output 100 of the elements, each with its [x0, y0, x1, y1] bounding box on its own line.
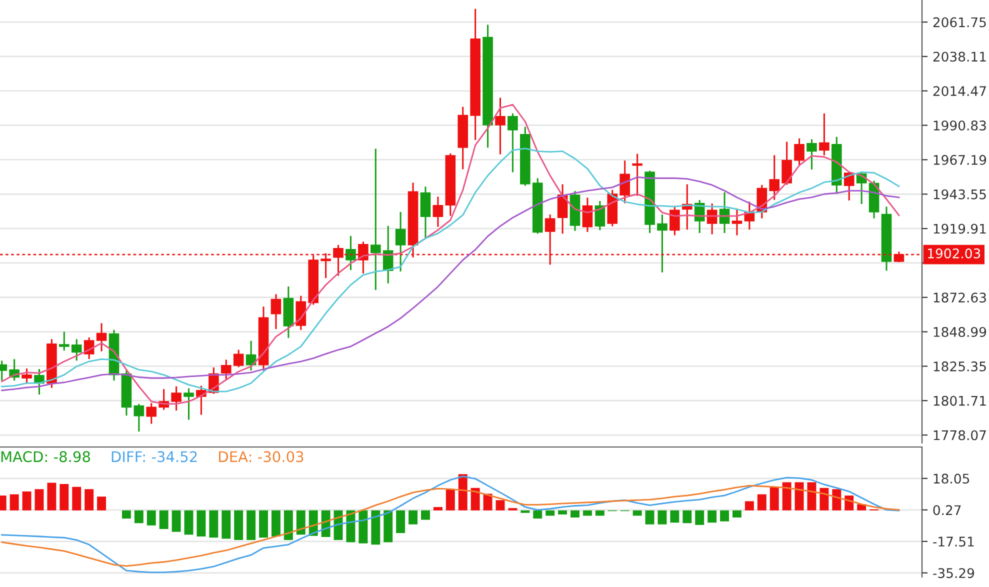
bar	[470, 488, 480, 510]
bar	[446, 489, 455, 510]
line-series	[1, 484, 900, 567]
bar	[744, 501, 754, 510]
bar	[172, 510, 181, 532]
candlestick	[59, 332, 70, 351]
candlestick	[146, 403, 157, 424]
bar	[595, 510, 604, 516]
bar	[84, 489, 94, 510]
bar	[408, 510, 418, 524]
bar	[222, 510, 231, 539]
candlestick	[22, 368, 32, 384]
y-tick-label: 1848.99	[934, 327, 986, 337]
y-tick-label: 2014.47	[933, 86, 986, 96]
bar	[770, 486, 779, 510]
candlestick	[769, 155, 780, 200]
y-tick-label: 2038.11	[933, 52, 986, 62]
bar	[259, 510, 268, 538]
candlestick	[96, 323, 107, 352]
bar	[209, 510, 218, 538]
bar	[433, 507, 442, 510]
candlestick	[296, 296, 306, 330]
y-tick-label: 1872.63	[934, 292, 986, 303]
y-tick-label: 1943.55	[934, 189, 986, 200]
candlestick	[732, 208, 742, 236]
bar	[658, 510, 667, 524]
candlestick	[508, 113, 518, 172]
candlestick	[632, 154, 642, 196]
candlestick	[370, 148, 381, 290]
bar	[695, 510, 704, 525]
bar	[794, 482, 804, 510]
candlestick	[657, 214, 668, 272]
candlestick	[270, 294, 282, 330]
bar	[645, 510, 654, 524]
bar	[520, 510, 530, 513]
y-tick-label: 18.05	[934, 474, 970, 484]
bar	[720, 510, 730, 522]
y-tick-label: 1990.83	[934, 120, 986, 130]
line-series	[1, 476, 900, 574]
y-tick-label: 1801.71	[934, 396, 986, 406]
bar	[582, 510, 592, 516]
candlestick	[782, 142, 792, 185]
candlestick	[495, 98, 506, 154]
candlestick	[134, 404, 144, 432]
bar	[122, 510, 131, 519]
candlestick	[220, 360, 232, 380]
bar	[757, 494, 766, 510]
candlestick	[806, 139, 817, 170]
candlestick	[794, 138, 804, 166]
y-tick-label: 1778.07	[934, 430, 986, 440]
bar	[832, 489, 842, 510]
candlestick	[184, 388, 194, 420]
bar	[196, 510, 206, 536]
text: DEA: -30.03	[219, 451, 304, 462]
bar	[670, 510, 680, 523]
bar	[97, 496, 106, 510]
candlestick	[620, 160, 630, 204]
bar	[47, 482, 56, 510]
bar	[34, 489, 44, 510]
y-tick-label: 1919.91	[934, 224, 986, 234]
ref-line-label: 1902.03	[928, 248, 980, 258]
bar	[807, 482, 816, 510]
series-label: MACD: -8.98	[1, 451, 90, 462]
bar	[782, 482, 792, 510]
bar	[458, 474, 468, 510]
bar	[421, 510, 430, 520]
candlestick	[670, 206, 680, 236]
y-tick-label: 1825.35	[934, 361, 986, 372]
bar	[632, 510, 642, 516]
y-tick-label: 0.27	[933, 505, 961, 516]
bar	[570, 510, 580, 518]
bar	[820, 488, 829, 510]
bar	[346, 510, 356, 542]
bar	[546, 510, 555, 516]
bar	[533, 510, 542, 519]
bar	[22, 491, 32, 510]
bar	[159, 510, 168, 530]
bar	[732, 510, 742, 518]
bar	[184, 510, 194, 535]
bar	[284, 510, 293, 540]
bar	[234, 510, 244, 540]
bar	[483, 494, 492, 510]
bar	[134, 510, 144, 524]
y-tick-label: -17.51	[933, 536, 974, 547]
candlestick	[420, 186, 431, 238]
bar	[682, 510, 692, 524]
candlestick	[71, 339, 82, 361]
y-tick-label: -35.29	[933, 568, 974, 578]
bar	[496, 500, 505, 510]
bar	[384, 510, 393, 542]
text: DIFF: -34.52	[112, 451, 197, 462]
bar	[358, 510, 368, 544]
bar	[72, 486, 82, 510]
bar	[271, 510, 280, 536]
y-tick-label: 2061.75	[933, 17, 986, 28]
bar	[60, 484, 69, 510]
bar	[558, 510, 568, 514]
bar	[10, 494, 19, 510]
candlestick	[171, 386, 182, 411]
bar	[146, 510, 156, 526]
